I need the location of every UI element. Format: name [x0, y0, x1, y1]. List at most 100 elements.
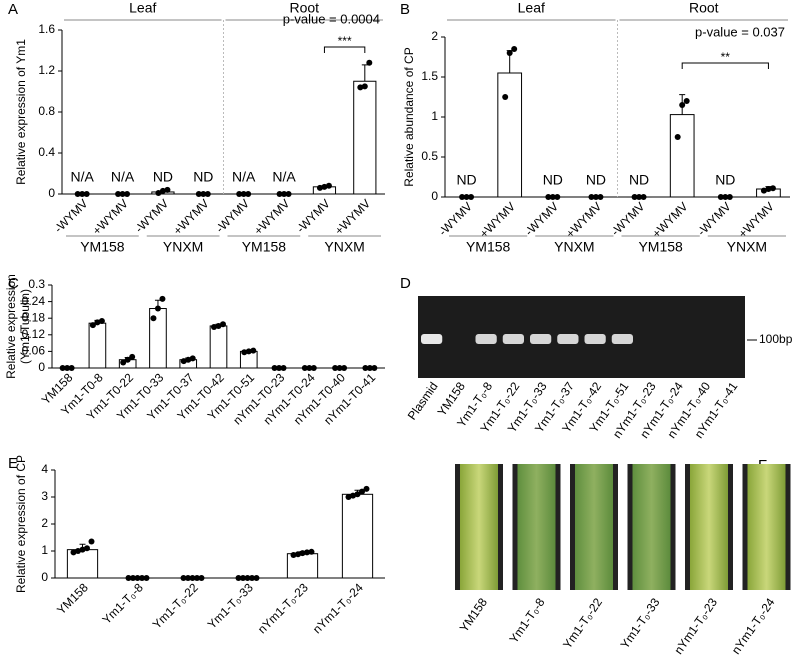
p-value: p-value = 0.037: [695, 24, 785, 39]
panel-letter: E: [8, 455, 18, 472]
y-axis-label: Relative expression of Ym1: [14, 39, 28, 185]
y-tick-label: 0.24: [22, 294, 46, 308]
data-point: [545, 194, 552, 200]
data-point: [371, 365, 378, 371]
tissue-label: Leaf: [129, 0, 156, 16]
group-label: YNXM: [554, 239, 594, 255]
data-point: [159, 187, 166, 194]
leaf-photo: [517, 464, 556, 590]
data-point: [189, 355, 196, 362]
data-point: [511, 46, 518, 52]
data-point: [250, 347, 257, 354]
data-point: [180, 575, 187, 581]
y-tick-label: 0.3: [28, 277, 45, 291]
data-point: [717, 194, 724, 200]
y-axis-label: Relative abundance of CP: [402, 47, 416, 186]
data-point: [79, 546, 86, 553]
gel-band: [530, 334, 552, 344]
group-label: YNXM: [163, 239, 203, 255]
bar-label: ND: [543, 172, 563, 188]
bar-label: ND: [193, 169, 213, 185]
data-point: [640, 194, 647, 200]
lane-label: Plasmid: [405, 380, 441, 423]
data-point: [253, 575, 260, 581]
leaf-photo: [632, 464, 671, 590]
gel-band: [584, 334, 606, 344]
data-point: [240, 575, 246, 581]
bar-label: ND: [586, 172, 606, 188]
data-point: [316, 184, 323, 191]
data-point: [459, 194, 466, 200]
data-point: [241, 349, 248, 356]
data-point: [285, 191, 292, 197]
data-point: [468, 194, 475, 200]
data-point: [357, 84, 364, 91]
data-point: [674, 134, 681, 140]
data-point: [79, 191, 86, 197]
y-tick-label: 2: [41, 516, 48, 530]
x-tick-label: +WYMV: [170, 196, 211, 237]
data-point: [502, 94, 509, 100]
data-point: [215, 322, 222, 329]
y-tick-label: 0: [431, 189, 438, 203]
panel-letter: A: [8, 1, 18, 18]
group-label: YNXM: [727, 239, 767, 255]
data-point: [200, 191, 207, 197]
data-point: [204, 191, 211, 197]
x-tick-label: Ym1-T₀-33: [205, 580, 256, 631]
data-point: [299, 550, 306, 557]
x-tick-label: +WYMV: [736, 199, 777, 240]
data-point: [726, 194, 733, 200]
data-point: [760, 187, 767, 194]
y-tick-label: 1: [431, 109, 438, 123]
data-point: [631, 194, 638, 200]
data-point: [84, 545, 90, 552]
data-point: [155, 189, 162, 196]
data-point: [236, 191, 243, 197]
data-point: [679, 102, 686, 108]
y-tick-label: 0.5: [421, 149, 438, 163]
gel-band: [611, 334, 633, 344]
data-point: [366, 365, 373, 371]
data-point: [304, 549, 310, 556]
data-point: [154, 305, 161, 312]
data-point: [276, 191, 283, 197]
data-point: [245, 191, 252, 197]
data-point: [592, 194, 599, 200]
bar-label: ND: [456, 172, 476, 188]
data-point: [235, 575, 242, 581]
data-point: [366, 59, 373, 66]
panel-letter: B: [400, 1, 410, 18]
error-bar: [361, 64, 368, 82]
p-value: p-value = 0.0004: [283, 11, 380, 26]
y-axis-label: Relative expression of CP: [14, 455, 28, 593]
x-tick-label: nYm1-T₀-24: [310, 580, 366, 636]
data-point: [115, 191, 122, 197]
data-point: [211, 324, 217, 331]
tissue-label: Root: [689, 0, 719, 16]
data-point: [75, 548, 81, 554]
data-point: [597, 194, 604, 200]
gel-image: [418, 296, 745, 378]
data-point: [588, 194, 595, 200]
leaf-photo: [460, 464, 498, 590]
y-tick-label: 0: [38, 360, 45, 374]
leaf-photo: [690, 464, 728, 590]
photo-label: Ym1-T₀-33: [618, 595, 663, 651]
data-point: [124, 191, 131, 197]
data-point: [506, 50, 513, 56]
y-tick-label: 0.18: [22, 310, 46, 324]
x-tick-label: +WYMV: [251, 196, 292, 237]
data-point: [301, 365, 308, 371]
data-point: [290, 552, 297, 559]
bar-label: N/A: [111, 169, 135, 185]
bar: [341, 493, 374, 579]
data-point: [94, 319, 101, 326]
panel-letter: C: [8, 275, 19, 292]
data-point: [310, 365, 317, 371]
data-point: [336, 365, 343, 371]
data-point: [180, 358, 187, 365]
group-label: YM158: [466, 239, 511, 255]
x-tick-label: -WYMV: [213, 196, 252, 235]
data-point: [185, 575, 191, 581]
